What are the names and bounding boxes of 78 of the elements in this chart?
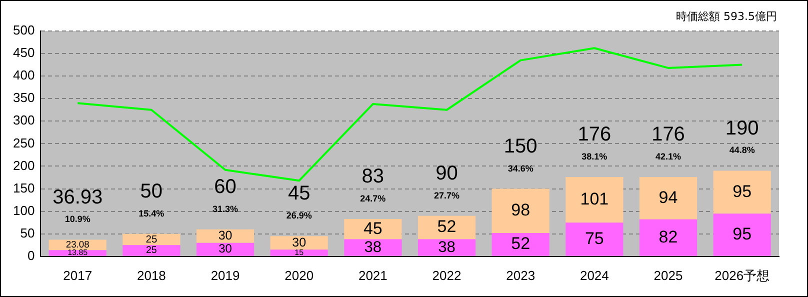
data-label: 30 — [218, 242, 232, 256]
annotation: 15.4% — [138, 208, 164, 218]
x-tick-label: 2026予想 — [714, 268, 770, 283]
data-label: 98 — [511, 200, 530, 220]
y-tick-label: 400 — [12, 68, 35, 83]
y-tick-label: 150 — [12, 180, 35, 196]
bar — [639, 177, 698, 220]
annotation: 34.6% — [508, 163, 534, 174]
bar — [270, 250, 328, 256]
data-label: 30 — [292, 235, 306, 250]
x-tick-label: 2021 — [358, 268, 388, 283]
y-tick-label: 100 — [12, 202, 35, 218]
total-label: 176 — [578, 124, 612, 146]
annotation: 10.9% — [64, 214, 90, 224]
data-label: 38 — [438, 238, 456, 256]
annotation: 27.7% — [434, 190, 460, 200]
annotation: 26.9% — [286, 210, 312, 221]
data-label: 25 — [146, 245, 158, 256]
total-label: 176 — [652, 124, 685, 146]
total-label: 60 — [214, 176, 236, 198]
data-label: 52 — [437, 217, 456, 236]
y-tick-label: 250 — [12, 135, 35, 150]
bar — [418, 216, 476, 240]
y-tick-label: 350 — [12, 90, 35, 106]
data-label: 101 — [580, 190, 609, 209]
total-label: 190 — [725, 117, 759, 140]
data-label: 30 — [218, 228, 232, 243]
y-tick-label: 300 — [12, 112, 35, 128]
text: 時価総額 593.5億円 — [676, 10, 777, 23]
total-label: 150 — [504, 135, 538, 158]
data-label: 95 — [732, 182, 752, 201]
bar — [122, 245, 180, 256]
annotation: 24.7% — [360, 193, 386, 204]
bar — [492, 188, 550, 233]
data-label: 38 — [364, 238, 382, 256]
bar — [492, 232, 550, 256]
y-tick-label: 450 — [12, 45, 35, 60]
annotation: 38.1% — [582, 152, 608, 162]
bar — [713, 170, 771, 214]
annotation: 44.8% — [729, 145, 755, 156]
total-label: 90 — [436, 162, 458, 184]
data-label: 52 — [511, 234, 530, 254]
y-tick-label: 200 — [12, 158, 35, 173]
bar — [713, 214, 771, 256]
data-label: 75 — [584, 228, 604, 248]
y-tick-label: 500 — [12, 22, 35, 38]
x-tick-label: 2018 — [136, 268, 166, 283]
bar — [566, 177, 624, 223]
data-label: 25 — [146, 234, 158, 246]
data-label: 95 — [732, 224, 752, 244]
total-label: 45 — [288, 182, 310, 205]
x-tick-label: 2022 — [432, 268, 462, 283]
data-label: 15 — [294, 248, 304, 257]
bar — [270, 236, 328, 250]
x-tick-label: 2017 — [63, 268, 92, 283]
total-label: 50 — [140, 180, 163, 202]
annotation: 42.1% — [655, 152, 682, 162]
y-tick-label: 50 — [20, 225, 35, 240]
data-label: 23.08 — [66, 238, 90, 250]
x-tick-label: 2025 — [654, 268, 683, 283]
bar — [196, 229, 254, 243]
bar — [196, 242, 254, 256]
data-label: 94 — [658, 188, 678, 207]
y-tick-label: 0 — [27, 248, 35, 263]
total-label: 36.93 — [52, 186, 103, 208]
total-label: 83 — [362, 166, 384, 188]
bar — [122, 234, 180, 246]
x-tick-label: 2020 — [284, 268, 314, 283]
data-label: 13.85 — [68, 248, 88, 258]
x-tick-label: 2023 — [506, 268, 536, 283]
x-tick-label: 2024 — [580, 268, 609, 283]
bar — [344, 218, 402, 240]
x-tick-label: 2019 — [210, 268, 240, 283]
bar — [566, 222, 624, 256]
data-label: 82 — [658, 227, 678, 246]
bar — [639, 219, 698, 256]
data-label: 45 — [363, 218, 382, 238]
annotation: 31.3% — [212, 204, 238, 214]
